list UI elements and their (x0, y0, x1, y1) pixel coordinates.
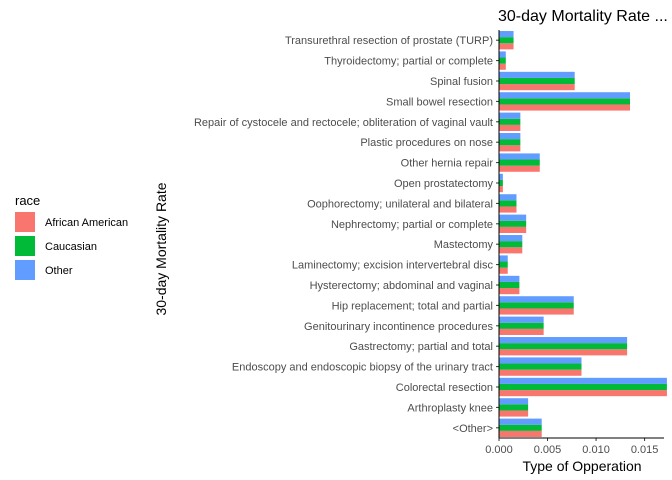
bar (499, 288, 520, 295)
x-axis-ticks: 0.000 0.005 0.010 0.015 (485, 438, 658, 456)
y-tick-label: Arthroplasty knee (407, 402, 493, 414)
bar (499, 418, 542, 425)
y-tick-label: Small bowel resection (386, 96, 493, 108)
bar (499, 173, 503, 180)
bar (499, 63, 506, 70)
y-tick-label: Endoscopy and endoscopic biopsy of the u… (232, 362, 493, 374)
bar (499, 424, 542, 431)
bar (499, 404, 529, 411)
bar (499, 200, 517, 207)
bar (499, 410, 529, 417)
bar (499, 226, 527, 233)
bar (499, 322, 544, 329)
y-tick-label: Hip replacement; total and partial (332, 300, 493, 312)
y-tick-label: Transurethral resection of prostate (TUR… (285, 35, 493, 47)
x-tick-label: 0.015 (631, 444, 659, 456)
y-tick-label: Thyroidectomy; partial or complete (324, 56, 493, 68)
y-tick-label: Repair of cystocele and rectocele; oblit… (194, 117, 493, 129)
bar (499, 357, 582, 364)
bar (499, 84, 575, 91)
y-tick-label: Gastrectomy; partial and total (349, 341, 493, 353)
bar (499, 77, 575, 85)
x-tick-label: 0.005 (534, 444, 562, 456)
bar (499, 124, 521, 131)
y-axis-ticks: Transurethral resection of prostate (TUR… (194, 35, 499, 435)
y-tick-label: Colorectal resection (396, 382, 493, 394)
bar (499, 255, 508, 262)
bar (499, 98, 631, 105)
bar (499, 92, 631, 99)
x-tick-label: 0.010 (582, 444, 610, 456)
bar (499, 275, 520, 282)
bar (499, 369, 582, 376)
legend-key (15, 260, 35, 280)
bar (499, 267, 508, 274)
bar (499, 241, 523, 248)
chart-title: 30-day Mortality Rate ... (498, 8, 668, 25)
legend-label: Other (45, 265, 73, 277)
bar (499, 51, 506, 58)
bar (499, 296, 574, 303)
legend: race African American Caucasian Other (15, 193, 128, 280)
bar (499, 71, 575, 78)
y-tick-label: Genitourinary incontinence procedures (304, 321, 493, 333)
bar (499, 179, 503, 187)
bar (499, 261, 508, 268)
y-tick-label: Spinal fusion (430, 76, 493, 88)
x-axis-title: Type of Opperation (522, 458, 641, 474)
bar (499, 118, 521, 125)
bar (499, 31, 514, 38)
y-tick-label: Nephrectomy; partial or complete (331, 219, 493, 231)
legend-label: African American (45, 217, 128, 229)
bar (499, 104, 631, 111)
legend-label: Caucasian (45, 241, 97, 253)
bar (499, 390, 667, 397)
bar (499, 337, 628, 344)
bar (499, 153, 540, 160)
x-tick-label: 0.000 (485, 444, 513, 456)
bar (499, 302, 574, 309)
bar (499, 363, 582, 370)
y-tick-label: Hysterectomy; abdominal and vaginal (310, 280, 493, 292)
bar (499, 281, 520, 289)
bar (499, 186, 503, 193)
bar (499, 112, 521, 119)
bar (499, 37, 514, 44)
bar (499, 159, 540, 166)
bar (499, 206, 517, 213)
bar (499, 194, 517, 201)
y-tick-label: Laminectomy; excision intervertebral dis… (292, 260, 494, 272)
bar (499, 383, 667, 391)
bar (499, 343, 628, 350)
bars-group (499, 31, 667, 437)
bar (499, 308, 574, 315)
y-tick-label: Oophorectomy; unilateral and bilateral (307, 198, 493, 210)
legend-title: race (15, 193, 40, 208)
y-tick-label: <Other> (453, 423, 493, 435)
bar (499, 328, 544, 335)
bar (499, 214, 527, 221)
y-axis-title: 30-day Mortality Rate (153, 182, 169, 315)
legend-key (15, 212, 35, 232)
bar (499, 133, 521, 140)
legend-key (15, 236, 35, 256)
y-tick-label: Open prostatectomy (394, 178, 494, 190)
bar (499, 165, 540, 172)
y-tick-label: Plastic procedures on nose (360, 137, 493, 149)
bar (499, 235, 523, 242)
bar (499, 43, 514, 50)
y-tick-label: Other hernia repair (401, 158, 494, 170)
bar (499, 139, 521, 146)
bar (499, 430, 542, 437)
bar (499, 57, 506, 64)
bar (499, 316, 544, 323)
bar (499, 247, 523, 254)
bar (499, 145, 521, 152)
bar (499, 349, 628, 356)
bar (499, 377, 667, 384)
y-tick-label: Mastectomy (434, 239, 494, 251)
bar (499, 220, 527, 227)
bar (499, 398, 529, 405)
